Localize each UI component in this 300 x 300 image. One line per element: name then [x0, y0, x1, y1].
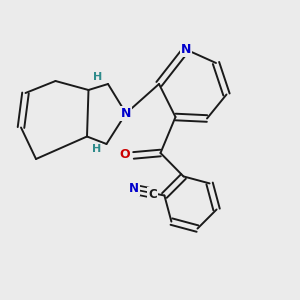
Text: O: O [120, 148, 130, 161]
Text: N: N [121, 107, 131, 120]
Text: N: N [129, 182, 139, 195]
Text: H: H [92, 144, 101, 154]
Text: N: N [181, 43, 191, 56]
Text: H: H [93, 72, 102, 82]
Text: C: C [148, 188, 157, 201]
